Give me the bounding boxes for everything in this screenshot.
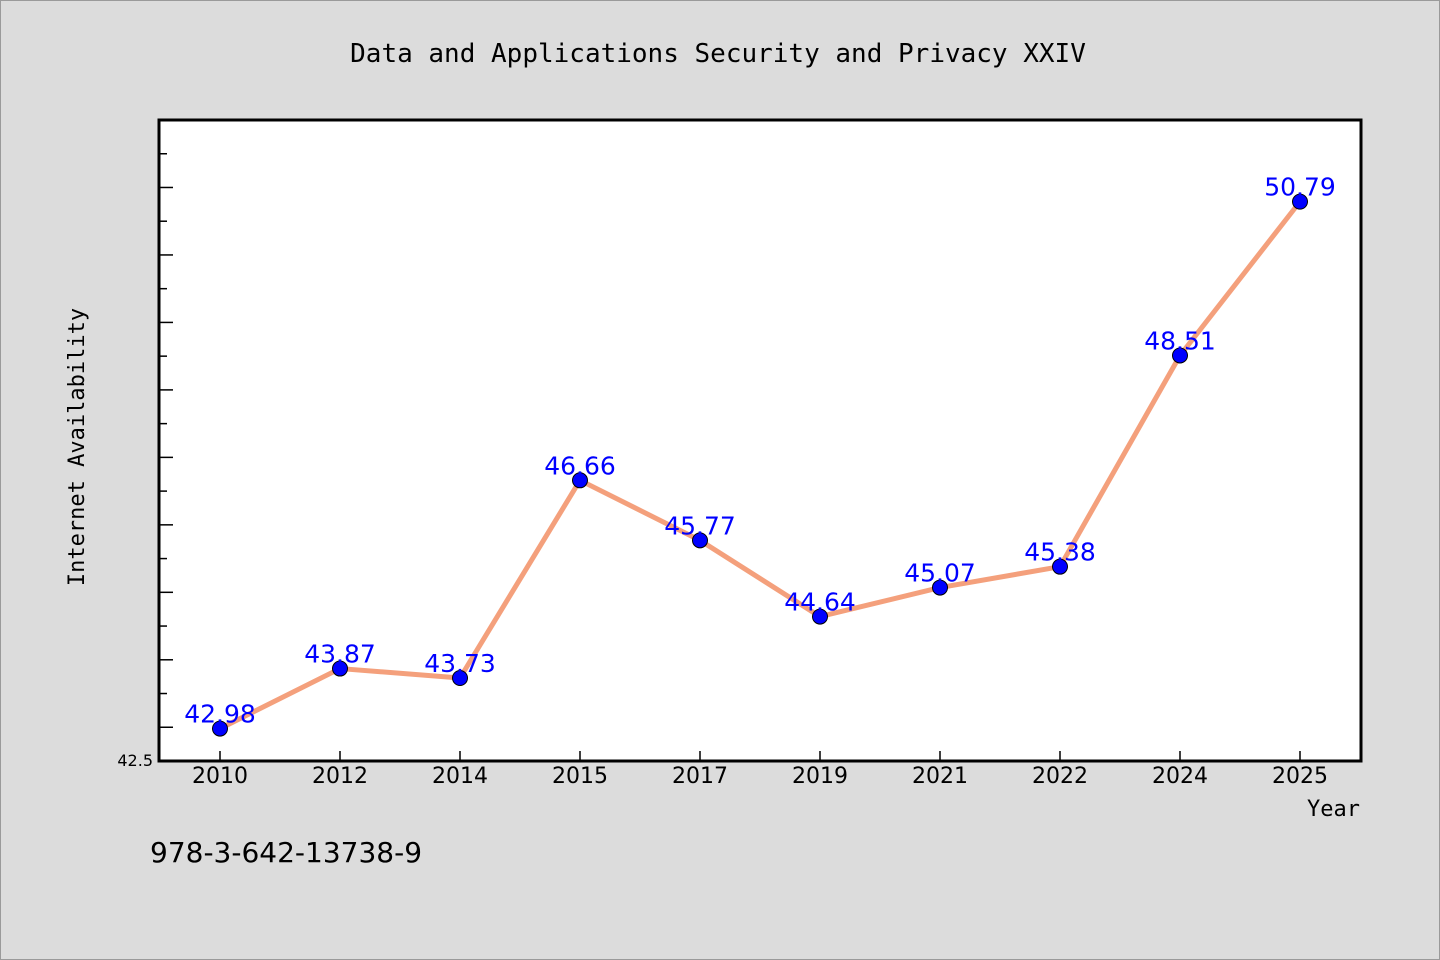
x-tick-label: 2010 (192, 764, 248, 789)
data-label: 45.07 (904, 559, 976, 588)
x-tick-label: 2014 (432, 764, 488, 789)
x-tick-label: 2024 (1152, 764, 1208, 789)
data-label: 44.64 (784, 588, 856, 617)
x-tick-label: 2021 (912, 764, 968, 789)
x-tick-label: 2015 (552, 764, 608, 789)
data-label: 43.73 (424, 649, 496, 678)
data-point (692, 532, 708, 549)
series-line (217, 199, 1303, 732)
data-point (212, 720, 228, 737)
plot-area (159, 120, 1361, 761)
x-axis-tick-labels: 2010 2012 2014 2015 2017 2019 2021 2022 2024 2025 (192, 764, 1328, 789)
data-point (1052, 558, 1068, 575)
data-point (932, 579, 948, 596)
plot-border (157, 118, 1363, 763)
data-label: 42.98 (184, 700, 256, 729)
data-point (812, 608, 828, 625)
y-tick-label: 42.5 (117, 751, 153, 770)
x-tick-label: 2017 (672, 764, 728, 789)
chart-title: Data and Applications Security and Priva… (350, 39, 1086, 69)
data-label: 48.51 (1144, 326, 1216, 355)
x-tick-label: 2022 (1032, 764, 1088, 789)
data-label: 45.38 (1024, 538, 1096, 567)
x-tick-label: 2025 (1272, 764, 1328, 789)
y-axis-title: Internet Availability (65, 308, 90, 586)
markers-group (212, 193, 1308, 737)
data-label: 45.77 (664, 511, 736, 540)
series-line-group (217, 199, 1303, 732)
data-point (452, 670, 468, 687)
data-label: 46.66 (544, 451, 616, 480)
data-point (1172, 347, 1188, 364)
data-label: 43.87 (304, 640, 376, 669)
data-labels-group: 42.98 43.87 43.73 46.66 45.77 44.64 45.07 45.38… (184, 173, 1336, 729)
x-tick-label: 2019 (792, 764, 848, 789)
x-tick-label: 2012 (312, 764, 368, 789)
x-axis-title: Year (1307, 797, 1360, 822)
data-point (572, 472, 588, 489)
data-point (332, 660, 348, 677)
data-point (1292, 193, 1308, 210)
data-label: 50.79 (1264, 173, 1336, 202)
x-axis-ticks (219, 751, 1301, 761)
isbn-text: 978-3-642-13738-9 (150, 836, 422, 869)
